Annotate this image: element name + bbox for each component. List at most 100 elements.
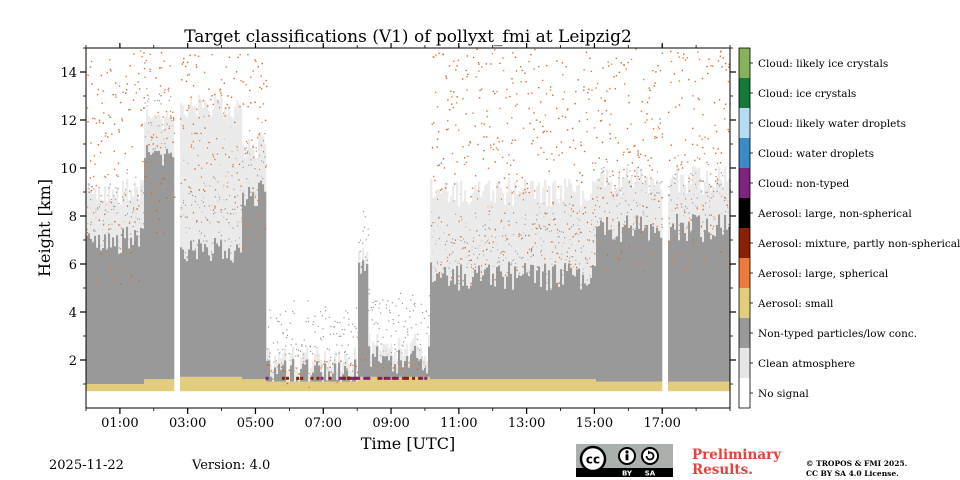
heatmap-cell (686, 57, 689, 59)
heatmap-cell (182, 105, 185, 250)
heatmap-cell (552, 213, 554, 215)
heatmap-cell (475, 266, 477, 269)
heatmap-cell (130, 233, 132, 235)
heatmap-cell (168, 87, 170, 90)
heatmap-cell (413, 303, 415, 305)
heatmap-cell (325, 318, 327, 320)
version-text: Version: 4.0 (192, 458, 271, 473)
heatmap-cell (405, 376, 409, 380)
heatmap-cell (100, 202, 103, 251)
heatmap-cell (482, 158, 485, 160)
heatmap-cell (429, 295, 431, 297)
heatmap-cell (417, 347, 419, 350)
heatmap-cell (570, 183, 573, 268)
heatmap-cell (168, 117, 171, 154)
heatmap-cell (538, 224, 540, 226)
heatmap-cell (464, 379, 467, 392)
heatmap-cell (436, 273, 439, 380)
heatmap-cell (389, 312, 391, 314)
heatmap-cell (451, 152, 454, 155)
heatmap-cell (140, 190, 142, 192)
heatmap-cell (682, 57, 684, 59)
heatmap-cell (260, 180, 263, 380)
heatmap-cell (218, 376, 221, 392)
heatmap-cell (437, 198, 439, 201)
heatmap-cell (494, 48, 496, 51)
heatmap-cell (616, 381, 619, 392)
heatmap-cell (169, 65, 171, 67)
heatmap-cell (118, 131, 120, 133)
heatmap-cell (454, 379, 457, 392)
heatmap-cell (722, 175, 724, 177)
heatmap-cell (200, 99, 203, 244)
heatmap-cell (144, 379, 147, 392)
heatmap-cell (470, 282, 472, 285)
heatmap-cell (377, 340, 379, 342)
heatmap-cell (686, 267, 689, 269)
heatmap-cell (724, 244, 727, 246)
heatmap-cell (401, 302, 404, 305)
heatmap-cell (480, 379, 483, 392)
heatmap-cell (126, 172, 128, 175)
heatmap-cell (587, 92, 589, 94)
heatmap-cell (213, 155, 215, 158)
heatmap-cell (692, 381, 695, 392)
heatmap-cell (462, 201, 465, 286)
heatmap-cell (615, 75, 618, 77)
heatmap-cell (159, 125, 161, 127)
heatmap-cell (378, 349, 381, 362)
heatmap-cell (254, 157, 257, 206)
heatmap-cell (480, 122, 483, 125)
heatmap-cell (103, 224, 105, 226)
heatmap-cell (256, 379, 259, 392)
heatmap-cell (686, 240, 689, 382)
heatmap-cell (724, 166, 727, 215)
heatmap-cell (120, 282, 122, 285)
heatmap-cell (129, 65, 131, 67)
heatmap-cell (584, 283, 587, 380)
heatmap-cell (257, 174, 259, 176)
heatmap-cell (528, 191, 530, 194)
heatmap-cell (527, 187, 529, 190)
heatmap-cell (343, 351, 346, 353)
heatmap-cell (492, 90, 495, 93)
heatmap-cell (620, 381, 623, 392)
heatmap-cell (101, 102, 103, 104)
colorbar-label: Aerosol: large, spherical (757, 268, 889, 280)
heatmap-cell (160, 154, 163, 380)
heatmap-cell (393, 322, 395, 325)
heatmap-cell (148, 151, 151, 154)
heatmap-cell (196, 115, 199, 260)
heatmap-cell (140, 124, 143, 127)
preliminary-results-note: Preliminary Results. (692, 447, 782, 478)
colorbar-label: Aerosol: large, non-spherical (757, 208, 912, 220)
heatmap-cell (462, 146, 464, 148)
heatmap-cell (618, 177, 620, 179)
heatmap-cell (597, 109, 600, 112)
heatmap-cell (670, 226, 673, 382)
heatmap-cell (464, 241, 466, 243)
heatmap-cell (454, 173, 456, 175)
heatmap-cell (560, 141, 563, 143)
heatmap-cell (208, 255, 211, 377)
heatmap-cell (494, 379, 497, 392)
heatmap-cell (702, 194, 705, 243)
heatmap-cell (588, 88, 590, 91)
heatmap-cell (518, 233, 520, 236)
heatmap-cell (458, 206, 461, 291)
x-tick-label: 13:00 (508, 416, 545, 431)
heatmap-cell (228, 56, 231, 58)
heatmap-cell (156, 115, 159, 152)
heatmap-cell (206, 103, 209, 248)
heatmap-cell (444, 244, 447, 246)
heatmap-cell (724, 199, 726, 202)
heatmap-cell (96, 93, 99, 96)
heatmap-cell (343, 317, 345, 319)
heatmap-cell (345, 362, 347, 364)
heatmap-cell (422, 370, 425, 377)
heatmap-cell (206, 376, 209, 392)
heatmap-cell (416, 368, 419, 371)
heatmap-cell (394, 364, 397, 377)
heatmap-cell (660, 189, 663, 238)
heatmap-cell (130, 216, 132, 218)
